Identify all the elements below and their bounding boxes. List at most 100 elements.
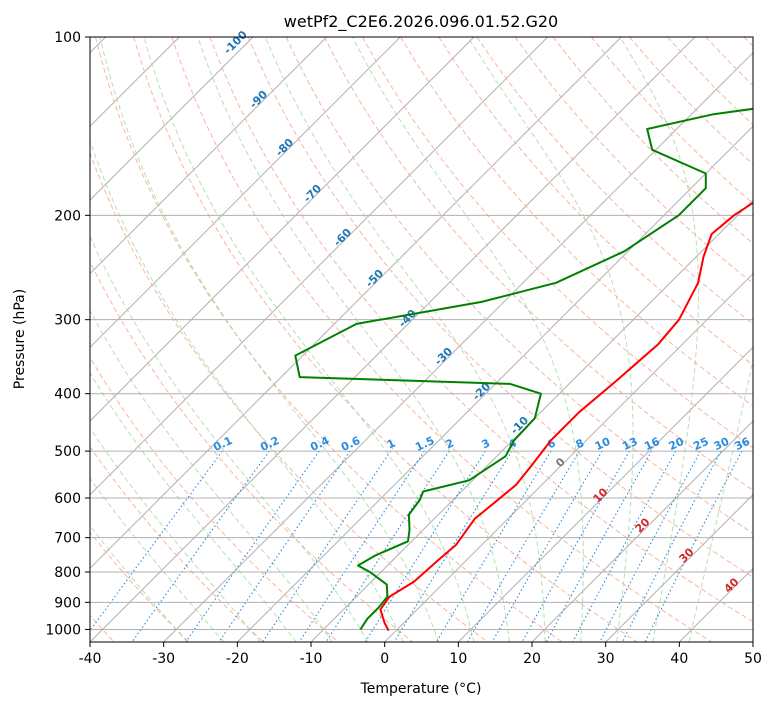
y-tick-label: 100 bbox=[54, 30, 81, 46]
dry-adiabat-line bbox=[209, 37, 753, 623]
moist-adiabat-line bbox=[90, 309, 333, 642]
dry-adiabat-label: 0 bbox=[553, 455, 568, 470]
isotherm-line bbox=[90, 37, 254, 201]
mixing-ratio-line bbox=[393, 450, 513, 642]
x-tick-label: -30 bbox=[152, 651, 175, 667]
mixing-ratio-line bbox=[491, 450, 603, 642]
chart-title: wetPf2_C2E6.2026.096.01.52.G20 bbox=[284, 12, 558, 32]
dry-adiabat-line bbox=[362, 37, 753, 449]
moist-adiabat-line bbox=[90, 371, 297, 642]
isotherm-line bbox=[384, 272, 753, 642]
mixing-ratio-line bbox=[218, 450, 351, 642]
mixing-ratio-label: 3 bbox=[480, 436, 492, 451]
isotherm-line bbox=[90, 37, 696, 642]
mixing-ratio-label: 16 bbox=[642, 435, 662, 453]
dry-adiabat-label: 20 bbox=[633, 515, 653, 535]
dry-adiabat-line bbox=[90, 356, 339, 642]
dry-adiabat-line bbox=[476, 37, 753, 325]
y-tick-label: 800 bbox=[54, 565, 81, 581]
mixing-ratio-line bbox=[599, 450, 701, 642]
moist-adiabat-line bbox=[143, 37, 475, 642]
y-tick-label: 200 bbox=[54, 208, 81, 224]
mixing-ratio-label: 25 bbox=[691, 435, 710, 453]
isotherm-line bbox=[90, 37, 401, 349]
mixing-ratio-line bbox=[572, 450, 677, 642]
isotherm-line bbox=[90, 37, 549, 496]
dewpoint-line bbox=[294, 107, 753, 630]
y-tick-label: 900 bbox=[54, 595, 81, 611]
mixing-ratio-line bbox=[262, 450, 392, 642]
dry-adiabat-line bbox=[438, 37, 753, 366]
mixing-ratio-label: 10 bbox=[593, 435, 613, 453]
dry-adiabat-label: -80 bbox=[273, 136, 296, 159]
x-axis-ticks: -40 -30 -20 -10 0 10 20 30 40 50 bbox=[79, 642, 762, 667]
dry-adiabat-label: -30 bbox=[432, 345, 455, 368]
dry-adiabat-label: 40 bbox=[722, 575, 742, 595]
dry-adiabat-line bbox=[90, 260, 414, 642]
isotherm-line bbox=[457, 346, 753, 642]
profile-lines bbox=[294, 107, 753, 632]
background-lines bbox=[90, 37, 753, 642]
y-tick-label: 500 bbox=[54, 444, 81, 460]
mixing-ratio-line bbox=[545, 450, 653, 642]
y-tick-label: 1000 bbox=[45, 622, 81, 638]
mixing-ratio-line bbox=[621, 450, 722, 642]
mixing-ratio-label: 1 bbox=[385, 436, 397, 451]
y-axis-label: Pressure (hPa) bbox=[12, 289, 28, 389]
y-tick-label: 600 bbox=[54, 491, 81, 507]
mixing-ratio-label: 20 bbox=[667, 435, 687, 453]
mixing-ratio-line bbox=[131, 450, 270, 642]
dry-adiabat-label: -40 bbox=[396, 307, 419, 330]
x-tick-label: -40 bbox=[79, 651, 102, 667]
mixing-ratio-line bbox=[325, 450, 450, 642]
moist-adiabat-line bbox=[467, 37, 634, 642]
mixing-ratio-label: 13 bbox=[620, 435, 639, 453]
dry-adiabat-label: -70 bbox=[301, 182, 324, 205]
dry-adiabat-label: 30 bbox=[677, 545, 697, 565]
isotherm-line bbox=[163, 51, 753, 642]
dry-adiabat-line bbox=[171, 37, 712, 642]
moist-adiabat-line bbox=[90, 138, 404, 642]
y-tick-label: 400 bbox=[54, 387, 81, 403]
x-tick-label: 10 bbox=[449, 651, 467, 667]
isotherm-line bbox=[678, 567, 753, 642]
dry-adiabat-line bbox=[743, 37, 753, 47]
dry-adiabat-line bbox=[514, 37, 753, 285]
dry-adiabat-line bbox=[705, 37, 753, 87]
dry-adiabat-label: -100 bbox=[221, 28, 250, 57]
moist-adiabat-line bbox=[688, 357, 753, 642]
moist-adiabat-line bbox=[90, 427, 261, 642]
dry-adiabat-label: -90 bbox=[247, 88, 270, 111]
mixing-ratio-line bbox=[90, 450, 223, 632]
dry-adiabat-line bbox=[552, 37, 753, 245]
moist-adiabat-line bbox=[99, 37, 439, 642]
moist-adiabat-line bbox=[90, 235, 369, 642]
isotherm-line bbox=[531, 420, 753, 642]
dry-adiabat-line bbox=[400, 37, 753, 407]
temperature-line bbox=[379, 201, 753, 632]
x-tick-label: 20 bbox=[523, 651, 541, 667]
dry-adiabat-label: -60 bbox=[331, 226, 354, 249]
moist-adiabat-line bbox=[90, 524, 188, 642]
mixing-ratio-label: 30 bbox=[712, 435, 732, 453]
dry-adiabat-line bbox=[285, 37, 753, 535]
x-tick-label: -10 bbox=[300, 651, 323, 667]
dry-adiabat-label: 10 bbox=[591, 485, 611, 505]
moist-adiabat-line bbox=[90, 477, 225, 642]
moist-adiabat-line bbox=[352, 37, 584, 642]
mixing-ratio-line bbox=[644, 450, 743, 642]
isotherm-line bbox=[90, 37, 622, 570]
pressure-gridlines bbox=[90, 37, 753, 630]
dry-adiabat-line bbox=[247, 37, 753, 578]
y-tick-label: 700 bbox=[54, 531, 81, 547]
moist-adiabat-line bbox=[197, 37, 510, 642]
mixing-ratio-line bbox=[298, 450, 425, 642]
dry-adiabat-line bbox=[95, 37, 563, 642]
y-axis-ticks: 100 200 300 400 500 600 700 800 900 1000 bbox=[45, 30, 90, 638]
x-tick-label: 50 bbox=[744, 651, 762, 667]
y-tick-label: 300 bbox=[54, 313, 81, 329]
isotherm-line bbox=[605, 493, 753, 642]
dry-adiabat-line bbox=[90, 445, 264, 642]
isotherm-line bbox=[90, 37, 475, 422]
